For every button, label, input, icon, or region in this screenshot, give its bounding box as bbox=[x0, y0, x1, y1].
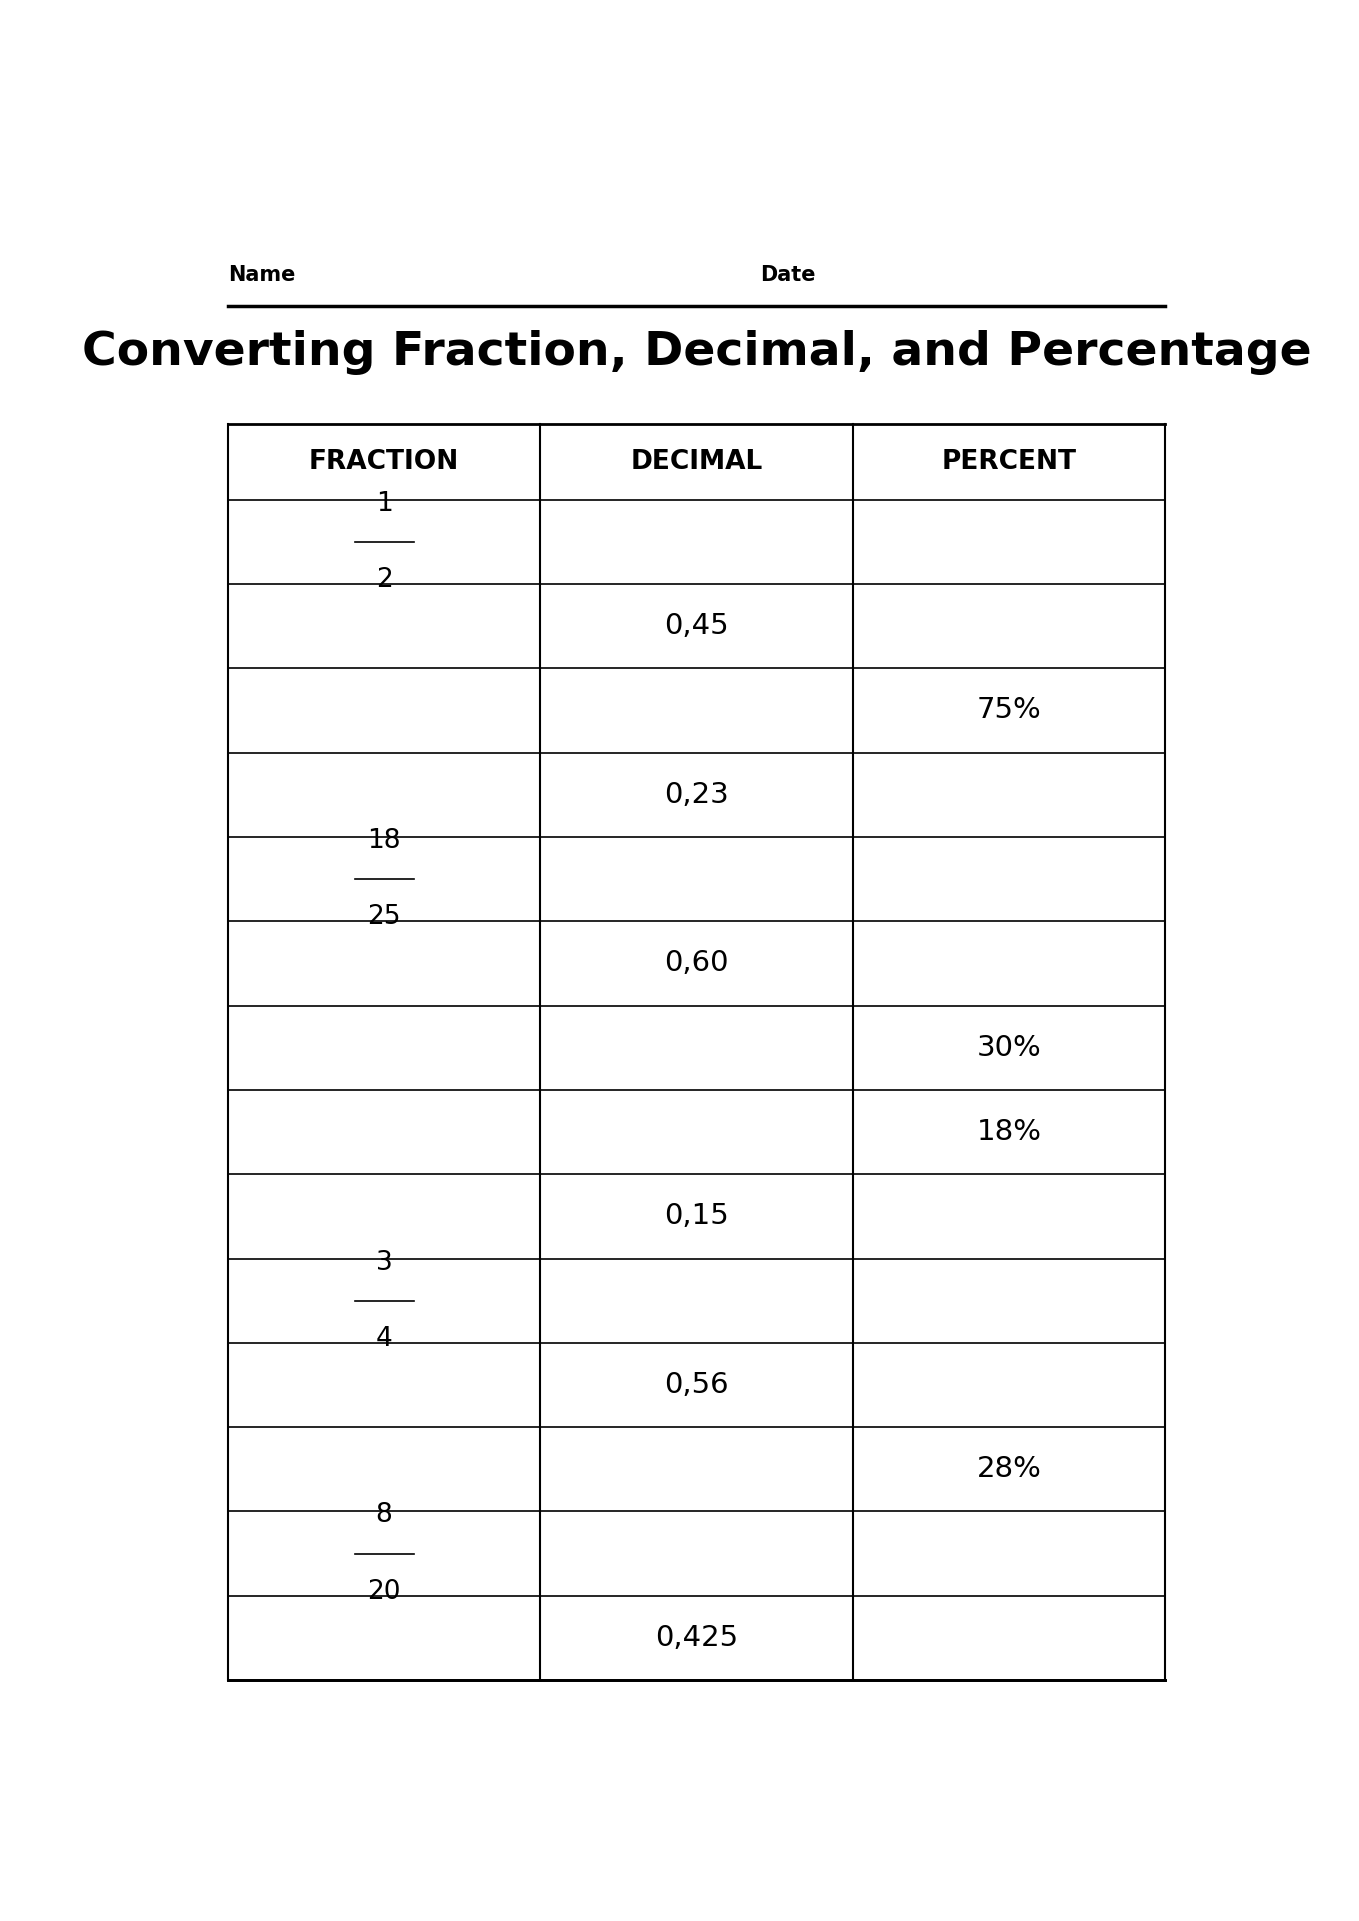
Text: 2: 2 bbox=[375, 567, 393, 594]
Text: 20: 20 bbox=[367, 1579, 401, 1604]
Text: 75%: 75% bbox=[977, 697, 1041, 724]
Text: 0,15: 0,15 bbox=[665, 1203, 728, 1229]
Text: 18%: 18% bbox=[977, 1118, 1041, 1147]
Text: Date: Date bbox=[760, 265, 815, 284]
Text: 0,60: 0,60 bbox=[665, 949, 728, 978]
Text: 8: 8 bbox=[375, 1502, 393, 1529]
Text: 30%: 30% bbox=[977, 1033, 1041, 1062]
Text: FRACTION: FRACTION bbox=[308, 450, 459, 474]
Text: 0,23: 0,23 bbox=[665, 780, 728, 809]
Text: 25: 25 bbox=[367, 905, 401, 930]
Text: PERCENT: PERCENT bbox=[942, 450, 1076, 474]
Text: 0,425: 0,425 bbox=[655, 1623, 738, 1652]
Text: Name: Name bbox=[228, 265, 295, 284]
Text: DECIMAL: DECIMAL bbox=[631, 450, 762, 474]
Text: 0,45: 0,45 bbox=[665, 613, 728, 640]
Text: 28%: 28% bbox=[977, 1456, 1041, 1483]
Text: 18: 18 bbox=[367, 828, 401, 855]
Text: 4: 4 bbox=[375, 1325, 393, 1352]
Text: Converting Fraction, Decimal, and Percentage: Converting Fraction, Decimal, and Percen… bbox=[82, 330, 1311, 375]
Text: 0,56: 0,56 bbox=[665, 1372, 728, 1398]
Text: 1: 1 bbox=[375, 490, 393, 517]
Text: 3: 3 bbox=[375, 1249, 393, 1276]
